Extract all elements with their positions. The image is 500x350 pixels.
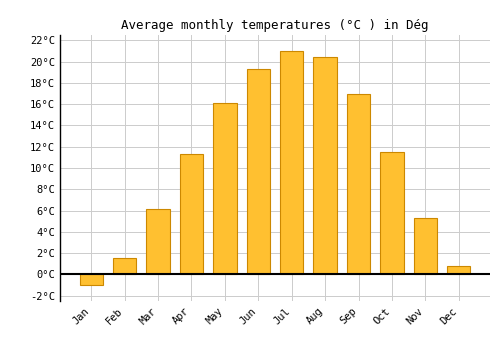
Bar [347, 93, 370, 274]
Title: Average monthly temperatures (°C ) in Dég: Average monthly temperatures (°C ) in Dé… [121, 20, 429, 33]
Bar [380, 152, 404, 274]
Bar [414, 218, 437, 274]
Bar [447, 266, 470, 274]
Bar [80, 274, 103, 285]
Bar [146, 210, 170, 274]
Bar [280, 51, 303, 274]
Bar [113, 258, 136, 274]
Bar [180, 154, 203, 274]
Bar [314, 57, 337, 274]
Bar [246, 69, 270, 274]
Bar [213, 103, 236, 274]
